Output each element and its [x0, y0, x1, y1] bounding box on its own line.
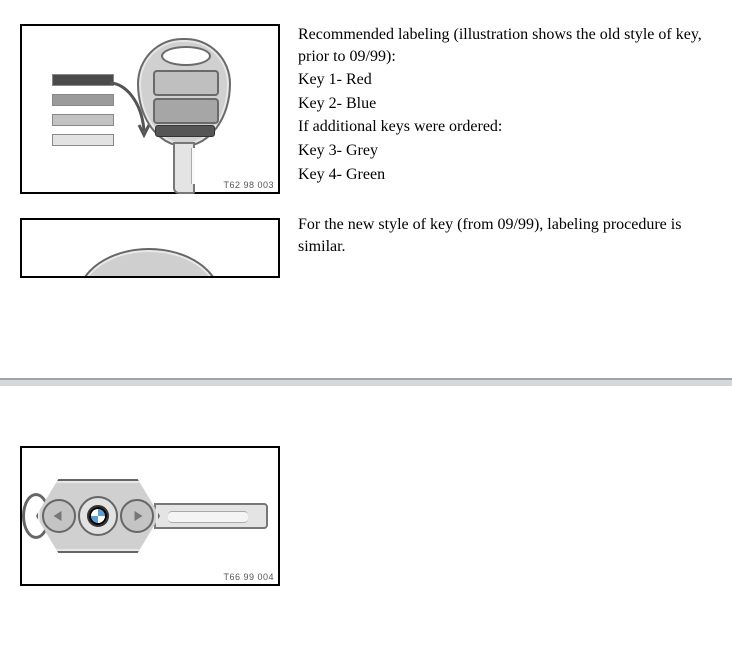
key-button-left [42, 499, 76, 533]
section-new-key-partial: For the new style of key (from 09/99), l… [0, 204, 732, 288]
key-button-2 [153, 98, 219, 124]
line-key1: Key 1- Red [298, 69, 712, 91]
swatch-2 [52, 94, 114, 106]
line-key3: Key 3- Grey [298, 140, 712, 162]
figure-code-1: T62 98 003 [223, 180, 274, 190]
key-head-partial-icon [77, 248, 221, 278]
key-blade-icon [154, 503, 268, 529]
figure-new-key-partial [20, 218, 280, 278]
key-button-1 [153, 70, 219, 96]
figure-new-key-full: T66 99 004 [20, 446, 280, 586]
color-swatches [52, 74, 112, 154]
line-key4: Key 4- Green [298, 164, 712, 186]
figure-old-key: T62 98 003 [20, 24, 280, 194]
section-divider [0, 378, 732, 386]
bmw-logo-icon [87, 505, 109, 527]
key-label-slot [155, 125, 215, 137]
line-key2: Key 2- Blue [298, 93, 712, 115]
section-new-key-full: T66 99 004 [0, 386, 732, 586]
section-old-key: T62 98 003 Recommended labeling (illustr… [0, 0, 732, 204]
key-head-diamond-icon [36, 479, 160, 553]
key-blade-old-icon [173, 142, 195, 194]
figure-code-3: T66 99 004 [223, 572, 274, 582]
swatch-4 [52, 134, 114, 146]
text-block-1: Recommended labeling (illustration shows… [298, 24, 712, 187]
paragraph-new-key: For the new style of key (from 09/99), l… [298, 214, 712, 257]
key-button-right [120, 499, 154, 533]
key-center-button [78, 496, 118, 536]
line-extra: If additional keys were ordered: [298, 116, 712, 138]
swatch-1 [52, 74, 114, 86]
swatch-3 [52, 114, 114, 126]
paragraph-intro: Recommended labeling (illustration shows… [298, 24, 712, 67]
text-block-2: For the new style of key (from 09/99), l… [298, 214, 712, 259]
new-key-icon [36, 479, 160, 553]
